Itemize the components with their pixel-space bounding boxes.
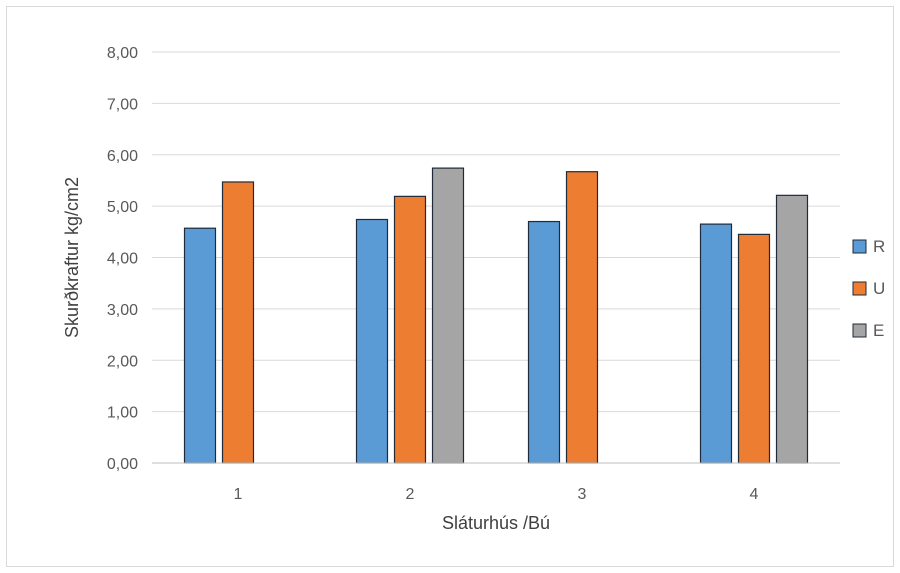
legend-swatch-u xyxy=(852,281,867,296)
bars xyxy=(183,167,809,464)
y-tick-label: 4,00 xyxy=(107,251,138,268)
legend-label: U xyxy=(873,279,885,298)
y-tick-label: 5,00 xyxy=(107,199,138,216)
x-tick-label: 2 xyxy=(406,486,415,503)
y-tick-label: 0,00 xyxy=(107,456,138,473)
gridlines xyxy=(152,51,840,413)
legend-label: E xyxy=(873,321,884,340)
bar-r-4 xyxy=(699,223,733,464)
x-tick-label: 4 xyxy=(750,486,759,503)
legend-swatch-e xyxy=(852,323,867,338)
x-tick-label: 1 xyxy=(234,486,243,503)
y-tick-label: 6,00 xyxy=(107,148,138,165)
y-tick-label: 2,00 xyxy=(107,353,138,370)
legend-label: R xyxy=(873,237,885,256)
bar-e-4 xyxy=(775,194,809,464)
bar-u-2 xyxy=(393,195,427,464)
y-tick-label: 3,00 xyxy=(107,302,138,319)
legend: R U E xyxy=(852,237,885,340)
bar-u-1 xyxy=(221,181,255,464)
chart-frame xyxy=(6,6,894,567)
bar-u-3 xyxy=(565,171,599,464)
bar-r-1 xyxy=(183,227,217,464)
legend-swatch-r xyxy=(852,239,867,254)
bar-r-2 xyxy=(355,218,389,464)
y-tick-label: 7,00 xyxy=(107,96,138,113)
y-tick-label: 1,00 xyxy=(107,405,138,422)
bar-e-2 xyxy=(431,167,465,464)
y-tick-label: 8,00 xyxy=(107,45,138,62)
y-tick-labels: 0,00 1,00 2,00 3,00 4,00 5,00 6,00 7,00 8,00 xyxy=(107,45,138,473)
x-tick-labels: 1 2 3 4 xyxy=(234,486,759,503)
x-axis-title: Sláturhús /Bú xyxy=(442,513,550,533)
bar-r-3 xyxy=(527,220,561,464)
x-tick-label: 3 xyxy=(578,486,587,503)
bar-u-4 xyxy=(737,233,771,464)
y-axis-title: Skurðkraftur kg/cm2 xyxy=(62,177,82,338)
